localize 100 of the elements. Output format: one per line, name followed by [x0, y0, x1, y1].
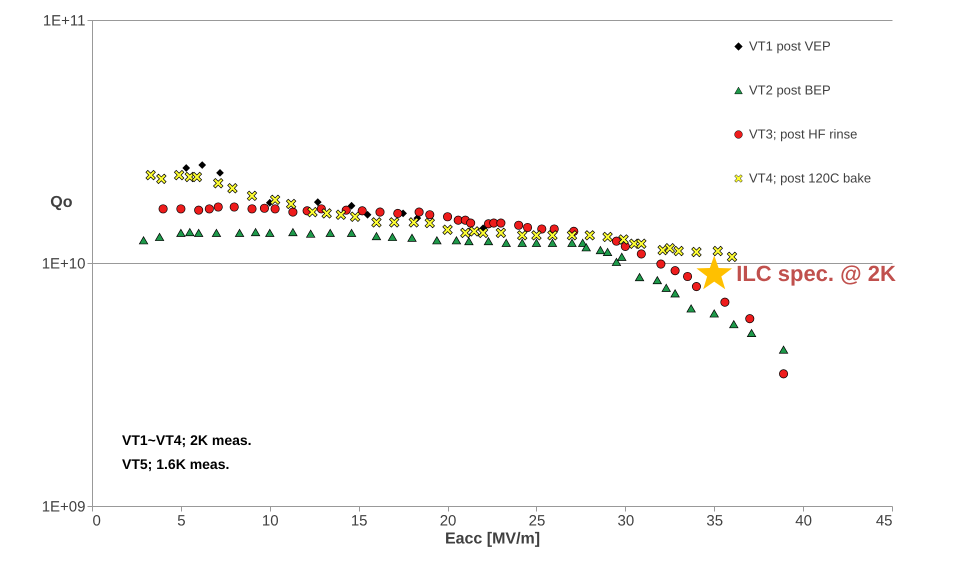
point: [670, 289, 680, 298]
point: [288, 208, 298, 217]
point: [182, 164, 190, 172]
point: [185, 228, 194, 236]
point: [265, 228, 274, 237]
point: [469, 226, 480, 236]
legend-label: VT3; post HF rinse: [749, 126, 858, 142]
point: [636, 238, 646, 249]
point: [617, 252, 626, 261]
point: [710, 309, 719, 318]
point: [518, 238, 527, 247]
point: [230, 202, 239, 212]
point: [712, 246, 723, 256]
point: [408, 217, 419, 228]
point: [194, 228, 204, 237]
point: [612, 236, 621, 246]
point: [464, 237, 474, 246]
point: [636, 249, 646, 258]
point: [192, 172, 202, 182]
point: [662, 284, 671, 292]
point: [691, 246, 702, 258]
point: [251, 228, 260, 236]
annotation: ILC spec. @ 2K: [736, 261, 896, 286]
point: [531, 230, 542, 240]
point: [484, 237, 493, 246]
point: [692, 282, 701, 292]
point: [246, 190, 258, 201]
point: [514, 220, 524, 230]
point: [548, 238, 557, 247]
y-tick-label: 1E+11: [42, 12, 86, 30]
point: [235, 228, 244, 237]
y-tick-label: 1E+10: [42, 256, 86, 272]
point: [745, 314, 754, 324]
point: [424, 218, 435, 228]
x-axis-title: Eacc [MV/m]: [444, 530, 540, 548]
x-tick-label: 0: [92, 512, 101, 530]
point: [270, 194, 280, 205]
point: [314, 198, 322, 206]
x-tick-label: 35: [706, 512, 724, 530]
point: [658, 245, 668, 256]
point: [176, 204, 186, 214]
point: [288, 228, 298, 236]
point: [176, 228, 186, 237]
y-axis-title: Qo: [50, 194, 73, 212]
point: [582, 243, 591, 252]
point: [414, 208, 424, 217]
point: [720, 298, 730, 307]
x-tick-label: 5: [177, 512, 186, 530]
point: [729, 320, 738, 328]
point: [779, 346, 788, 354]
point: [227, 183, 238, 194]
point: [155, 232, 164, 241]
point: [442, 224, 453, 235]
point: [747, 329, 756, 338]
x-tick-label: 15: [350, 512, 368, 530]
point: [198, 161, 206, 169]
point: [260, 204, 269, 213]
point: [602, 232, 613, 242]
point: [618, 234, 629, 245]
point: [452, 236, 461, 244]
point: [496, 218, 506, 228]
point: [652, 276, 662, 284]
point: [432, 236, 442, 244]
annotation: VT5; 1.6K meas.: [122, 456, 230, 472]
point: [247, 204, 257, 214]
point: [596, 246, 605, 254]
point: [388, 232, 397, 241]
point: [683, 272, 692, 282]
point: [306, 230, 316, 238]
point: [286, 198, 296, 210]
point: [307, 206, 318, 218]
x-tick-label: 45: [876, 512, 892, 530]
point: [612, 258, 621, 266]
point: [389, 217, 400, 228]
point: [779, 369, 788, 378]
legend-label: VT1 post VEP: [749, 38, 831, 54]
point: [656, 260, 666, 269]
point: [425, 210, 434, 220]
point: [158, 204, 168, 214]
y-tick-label: 1E+09: [42, 498, 86, 516]
point: [726, 252, 738, 262]
point: [517, 230, 528, 240]
point: [204, 204, 214, 214]
point: [523, 222, 532, 232]
point: [567, 238, 577, 247]
point: [496, 228, 506, 238]
point: [407, 234, 417, 242]
point: [347, 228, 356, 237]
point: [216, 169, 224, 177]
point: [664, 243, 675, 254]
point: [635, 273, 644, 282]
point: [393, 208, 402, 218]
point: [350, 212, 360, 222]
point: [364, 211, 372, 218]
point: [532, 238, 541, 247]
point: [603, 248, 612, 256]
point: [326, 228, 335, 237]
point: [371, 217, 382, 228]
point: [139, 236, 148, 244]
x-tick-label: 20: [440, 512, 456, 530]
